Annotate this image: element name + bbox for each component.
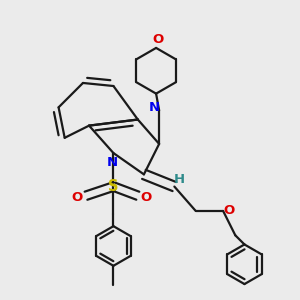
Text: O: O	[223, 204, 234, 218]
Text: N: N	[106, 156, 118, 169]
Text: O: O	[152, 33, 163, 46]
Text: N: N	[149, 101, 160, 115]
Text: O: O	[72, 191, 83, 204]
Text: S: S	[108, 179, 119, 194]
Text: O: O	[141, 191, 152, 204]
Text: H: H	[173, 173, 184, 186]
